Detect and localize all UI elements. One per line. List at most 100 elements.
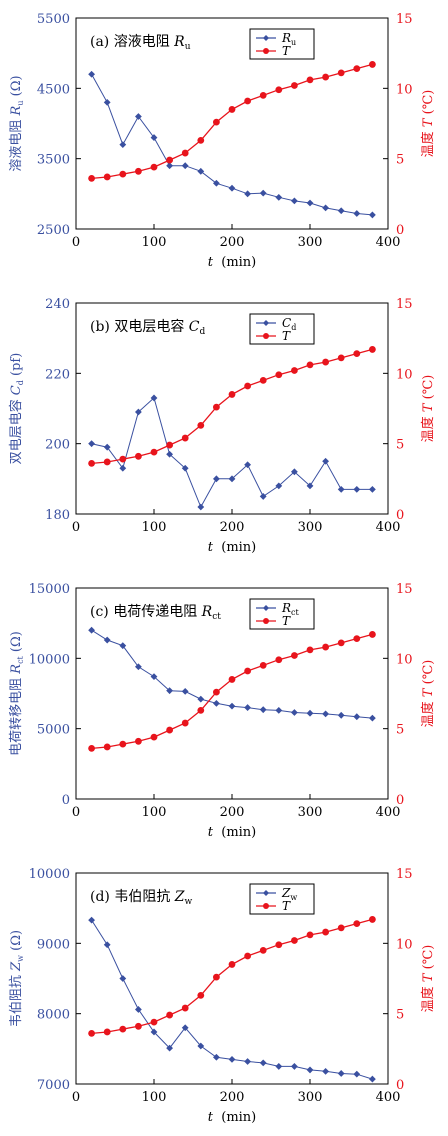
- data-point-circle: [369, 916, 376, 923]
- panel-label-subscript: w: [185, 897, 193, 907]
- data-point-circle: [275, 656, 283, 664]
- legend-symbol: R: [281, 31, 291, 45]
- legend-item-left: Zw: [256, 886, 297, 902]
- panel-label: (b) 双电层电容 Cd: [90, 318, 206, 337]
- y-axis-label: 溶液电阻: [9, 115, 24, 171]
- y2-axis-title: 温度 T (℃): [420, 90, 436, 158]
- y2-axis-symbol: T: [421, 117, 436, 127]
- data-point-diamond: [306, 1066, 314, 1074]
- panel-label-subscript: d: [200, 327, 206, 337]
- data-point-circle: [197, 421, 205, 429]
- y-tick-label: 3500: [37, 153, 70, 168]
- legend: ZwT: [249, 883, 315, 915]
- data-point-diamond: [353, 1070, 361, 1078]
- y-tick-label: 8000: [37, 1008, 70, 1023]
- data-point-diamond: [369, 714, 376, 722]
- panel-label-symbol: R: [201, 604, 213, 620]
- legend-symbol: R: [281, 601, 291, 615]
- y2-axis-label: 温度: [420, 982, 436, 1012]
- data-point-diamond: [197, 1042, 205, 1050]
- data-point-circle: [150, 1018, 158, 1026]
- data-point-circle: [197, 136, 205, 144]
- x-tick-label: 200: [220, 520, 245, 535]
- series-left: [88, 626, 376, 722]
- legend-label: T: [282, 44, 291, 58]
- y2-axis-label: 温度: [420, 412, 436, 442]
- data-point-diamond: [150, 394, 158, 402]
- data-point-diamond: [322, 204, 329, 212]
- data-point-circle: [103, 173, 111, 181]
- data-point-diamond: [228, 702, 236, 710]
- data-point-circle: [322, 358, 329, 366]
- data-point-diamond: [197, 695, 205, 703]
- panel-label-symbol: Z: [174, 889, 185, 905]
- data-point-diamond: [244, 704, 251, 711]
- y2-axis-label: 温度: [420, 127, 436, 157]
- y2-tick-label: 10: [396, 652, 413, 667]
- data-point-diamond: [291, 468, 298, 476]
- x-tick-label: 200: [220, 235, 245, 250]
- data-point-diamond: [322, 710, 329, 718]
- data-point-diamond: [150, 673, 158, 681]
- data-point-circle: [353, 920, 361, 928]
- y-tick-label: 5000: [37, 723, 70, 738]
- data-point-circle: [306, 76, 314, 84]
- data-point-diamond: [88, 70, 95, 78]
- data-point-circle: [228, 676, 236, 683]
- data-point-diamond: [197, 503, 205, 511]
- legend-symbol: T: [282, 44, 291, 58]
- legend-item-left: Ru: [256, 31, 296, 47]
- data-point-circle: [88, 459, 95, 467]
- legend-symbol: C: [282, 316, 291, 330]
- y2-axis-label: 温度: [420, 697, 436, 727]
- data-point-diamond: [213, 179, 220, 187]
- x-tick-label: 400: [376, 805, 401, 820]
- data-point-circle: [119, 1025, 127, 1033]
- panel-label-text: (d) 韦伯阻抗: [90, 889, 175, 905]
- y2-axis-title: 温度 T (℃): [420, 945, 436, 1013]
- series-line: [91, 919, 373, 1080]
- data-point-diamond: [275, 706, 283, 714]
- series-temperature: [88, 346, 376, 467]
- y2-tick-label: 15: [396, 582, 413, 597]
- legend-marker-circle: [263, 903, 269, 909]
- data-point-circle: [244, 667, 252, 675]
- data-point-diamond: [119, 141, 127, 148]
- data-point-diamond: [213, 475, 220, 483]
- x-tick-label: 0: [72, 1090, 80, 1105]
- legend-label: Ru: [281, 31, 296, 47]
- legend-box: [249, 598, 315, 630]
- legend-item-temperature: T: [256, 614, 291, 628]
- data-point-circle: [213, 403, 220, 411]
- x-tick-label: 200: [220, 805, 245, 820]
- legend-subscript: w: [290, 893, 297, 902]
- legend-label: Rct: [281, 601, 300, 617]
- x-axis-symbol: t: [208, 540, 214, 555]
- data-point-diamond: [337, 207, 345, 215]
- data-point-diamond: [322, 457, 329, 465]
- y2-tick-label: 10: [396, 937, 413, 952]
- legend-subscript: d: [291, 323, 296, 332]
- series-line: [91, 396, 373, 509]
- x-axis-title: t (min): [208, 825, 257, 840]
- data-point-diamond: [291, 709, 298, 716]
- data-point-circle: [337, 69, 345, 77]
- chart-panel-c: 0 100 200 300 400 t (min) 0 5000 10000 15000 0 5 10 1…: [9, 582, 436, 840]
- x-axis-unit: (min): [213, 540, 256, 555]
- y-axis-title: 电荷转移电阻 Rct (Ω): [9, 631, 25, 756]
- y-axis-subscript: d: [16, 380, 25, 385]
- y-axis-unit: (pf): [9, 353, 24, 380]
- y-tick-label: 7000: [37, 1078, 70, 1093]
- y2-tick-label: 5: [396, 723, 404, 738]
- data-point-circle: [275, 371, 283, 379]
- data-point-diamond: [244, 1058, 251, 1065]
- legend-marker-circle: [263, 618, 269, 624]
- legend-item-left: Rct: [256, 601, 300, 617]
- legend-marker-diamond: [263, 605, 269, 611]
- y-tick-label: 240: [45, 297, 70, 312]
- x-tick-label: 200: [220, 1090, 245, 1105]
- data-point-diamond: [353, 210, 361, 217]
- data-point-circle: [244, 382, 252, 390]
- y-axis-label: 电荷转移电阻: [9, 674, 24, 756]
